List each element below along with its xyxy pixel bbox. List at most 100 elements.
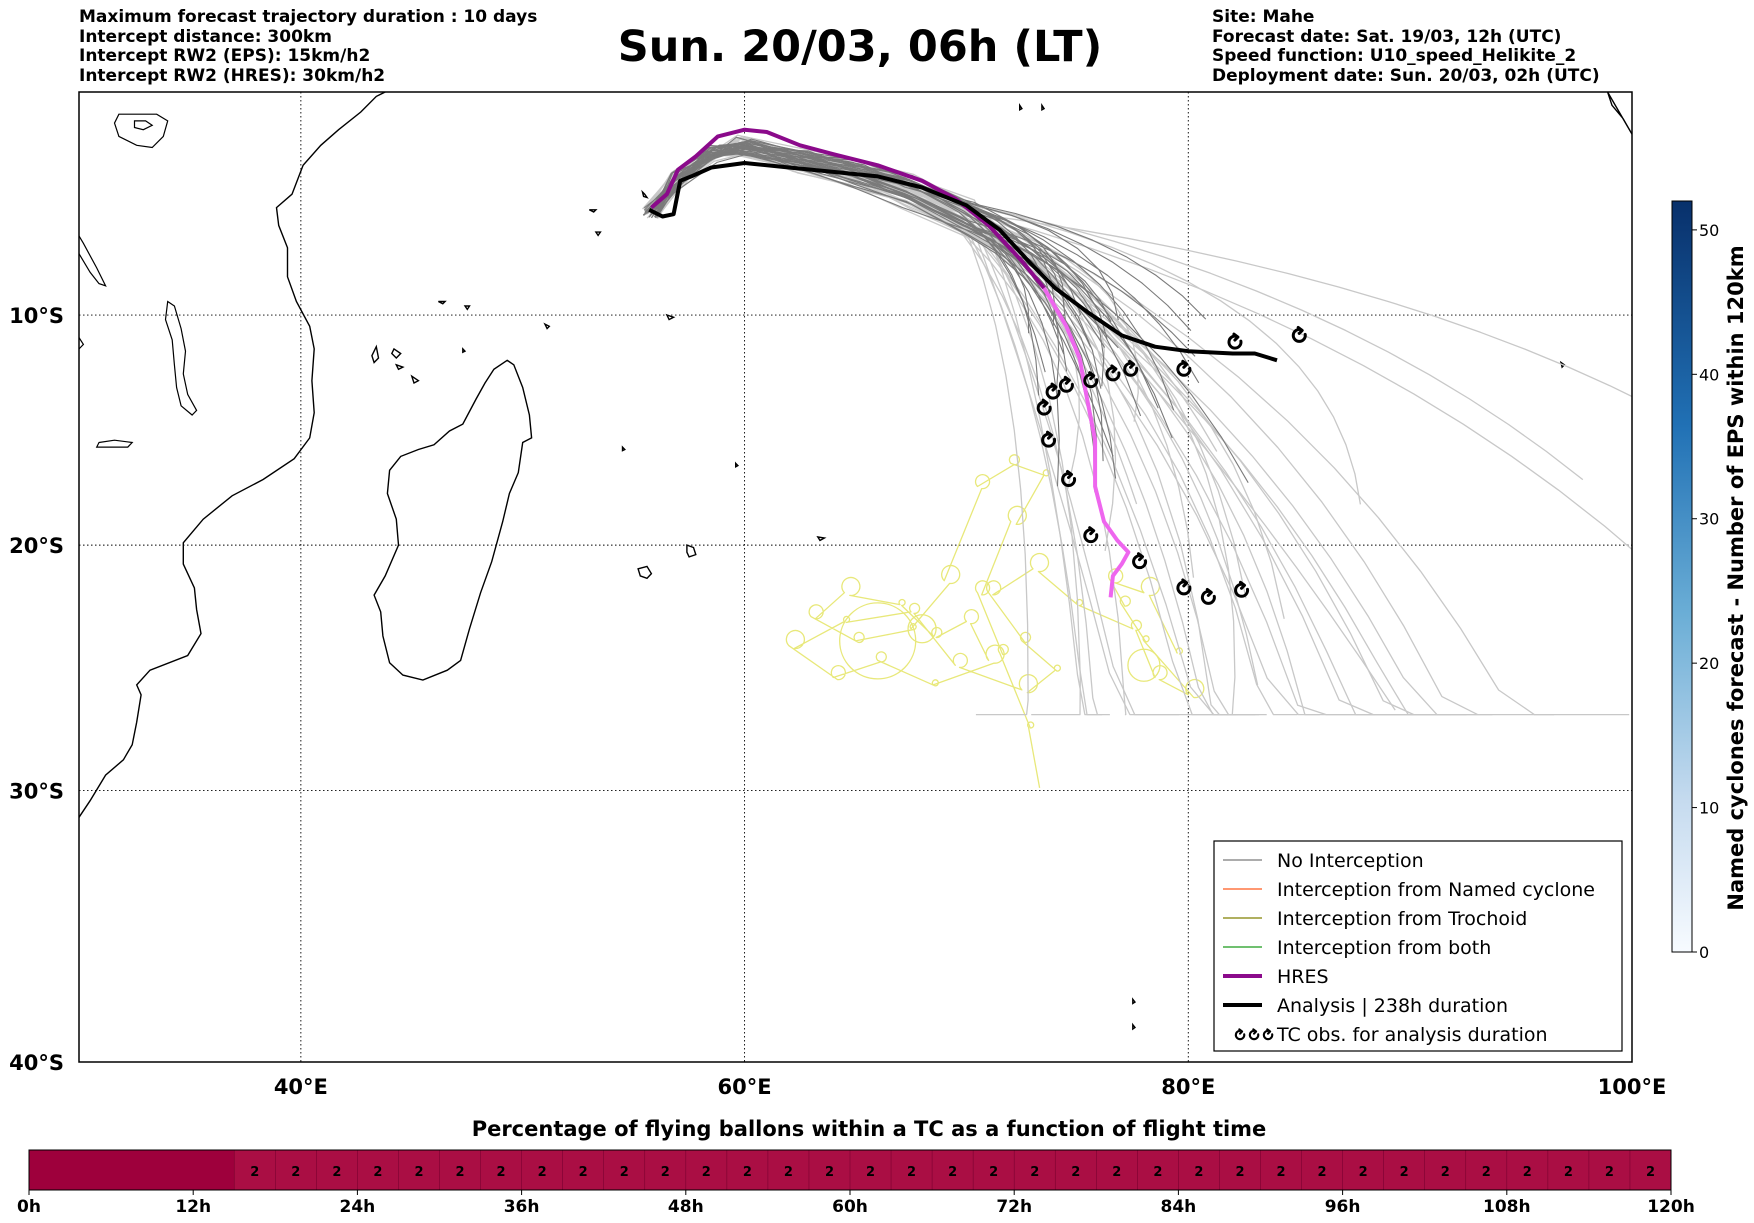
map-frame [78, 91, 1633, 1063]
tc-obs-loop [1127, 648, 1161, 682]
timebar-value: 2 [373, 1165, 382, 1180]
timebar-value: 2 [989, 1165, 998, 1180]
island-outline [816, 535, 827, 542]
island-outline [462, 347, 467, 354]
lake-outline [79, 336, 85, 350]
island-outline [463, 305, 471, 311]
tc-obs-track-line [785, 454, 1205, 789]
island-outline [594, 231, 602, 237]
timebar-value: 2 [1400, 1165, 1409, 1180]
timebar-value: 2 [1112, 1165, 1121, 1180]
colorbar-tick-label: 0 [1699, 943, 1709, 962]
eps-trajectory [655, 151, 1068, 372]
legend-label: No Interception [1277, 850, 1424, 872]
hres-trajectory [650, 127, 1131, 598]
header-line: Deployment date: Sun. 20/03, 02h (UTC) [1212, 65, 1600, 86]
header-line: Intercept RW2 (HRES): 30km/h2 [79, 65, 386, 86]
island-outline [394, 363, 405, 371]
analysis-trajectory [648, 161, 1278, 363]
timebar-tick-label: 24h [340, 1197, 376, 1217]
timebar-tick-label: 96h [1325, 1197, 1361, 1217]
tc-obs-loop [907, 614, 937, 644]
latitude-label: 30°S [9, 779, 64, 803]
latitude-label: 40°S [9, 1051, 64, 1075]
latitude-label: 10°S [9, 304, 64, 328]
eps-trajectory-light [651, 134, 1081, 716]
timebar-tick-label: 84h [1161, 1197, 1197, 1217]
timebar-value: 2 [497, 1165, 506, 1180]
timebar-value: 2 [702, 1165, 711, 1180]
lake-outline [133, 120, 154, 131]
timebar-value: 2 [1359, 1165, 1368, 1180]
island-outline [1606, 92, 1632, 135]
timebar-value: 2 [332, 1165, 341, 1180]
island-outline [438, 300, 447, 305]
timebar-tick-label: 0h [17, 1197, 41, 1217]
legend-label: Interception from Named cyclone [1277, 879, 1595, 901]
timebar-tick-label: 12h [175, 1197, 211, 1217]
timebar-value: 2 [1030, 1165, 1039, 1180]
timebar-tick-label: 48h [668, 1197, 704, 1217]
map-axis-labels: 10°S 20°S 30°S 40°S 40°E 60°E 80°E 100°E [9, 304, 1666, 1099]
legend-box [1213, 840, 1623, 1052]
lake-outline [164, 300, 198, 416]
lake-outline [113, 113, 169, 149]
timebar-value: 2 [456, 1165, 465, 1180]
island-outline [410, 374, 420, 385]
header-line: Maximum forecast trajectory duration : 1… [79, 7, 538, 27]
eps-trajectory [649, 153, 1030, 334]
timebar-value: 2 [1153, 1165, 1162, 1180]
island-outline [1041, 102, 1046, 111]
tc-obs-track-lines [785, 454, 1205, 789]
island-outline [665, 313, 676, 321]
hres-line-early [650, 127, 1046, 290]
legend-label: HRES [1277, 966, 1329, 988]
timebar-value: 2 [907, 1165, 916, 1180]
colorbar-tick-label: 50 [1699, 221, 1719, 240]
legend-label: Analysis | 238h duration [1277, 995, 1508, 1017]
map-panel: 10°S 20°S 30°S 40°S 40°E 60°E 80°E 100°E [9, 91, 1666, 1099]
header-line: Intercept RW2 (EPS): 15km/h2 [79, 46, 371, 66]
colorbar-tick-label: 20 [1699, 654, 1719, 673]
timebar-tick-label: 120h [1647, 1197, 1695, 1217]
island-outline [637, 565, 653, 580]
timebar-value: 2 [825, 1165, 834, 1180]
header-line: Site: Mahe [1212, 7, 1315, 27]
island-outline [1019, 102, 1023, 111]
map-title: Sun. 20/03, 06h (LT) [617, 22, 1103, 72]
timebar-value: 2 [1194, 1165, 1203, 1180]
latitude-label: 20°S [9, 534, 64, 558]
timebar-title: Percentage of flying ballons within a TC… [472, 1117, 1267, 1141]
timebar-value: 2 [414, 1165, 423, 1180]
longitude-label: 40°E [274, 1075, 328, 1099]
island-outline [686, 544, 697, 558]
colorbar-label: Named cyclones forecast - Number of EPS … [1724, 245, 1748, 910]
timebar-value: 2 [1235, 1165, 1244, 1180]
timebar-value: 2 [661, 1165, 670, 1180]
timebar-tick-label: 60h [832, 1197, 868, 1217]
timebar-tick-label: 108h [1483, 1197, 1531, 1217]
timebar-value: 2 [291, 1165, 300, 1180]
coastlines [79, 92, 1632, 1031]
timebar-segment [234, 1150, 1671, 1190]
timebar-segment [29, 1150, 235, 1190]
timebar-value: 2 [1482, 1165, 1491, 1180]
timebar-value: 2 [1071, 1165, 1080, 1180]
header-info-left: Maximum forecast trajectory duration : 1… [79, 7, 538, 86]
legend-label: Interception from Trochoid [1277, 908, 1527, 930]
colorbar-tick-label: 10 [1699, 799, 1719, 818]
island-outline [543, 322, 551, 330]
island-outline [390, 347, 402, 359]
timebar-value: 2 [866, 1165, 875, 1180]
map-legend: No Interception Interception from Named c… [1213, 840, 1623, 1052]
island-outline [641, 189, 649, 199]
eps-trajectory [642, 153, 1117, 479]
timebar-value: 2 [948, 1165, 957, 1180]
longitude-label: 80°E [1161, 1075, 1215, 1099]
timebar-value: 2 [1441, 1165, 1450, 1180]
analysis-line [648, 161, 1278, 363]
legend-label: Interception from both [1277, 937, 1491, 959]
header-line: Intercept distance: 300km [79, 26, 332, 47]
timebar: Percentage of flying ballons within a TC… [17, 1117, 1695, 1217]
